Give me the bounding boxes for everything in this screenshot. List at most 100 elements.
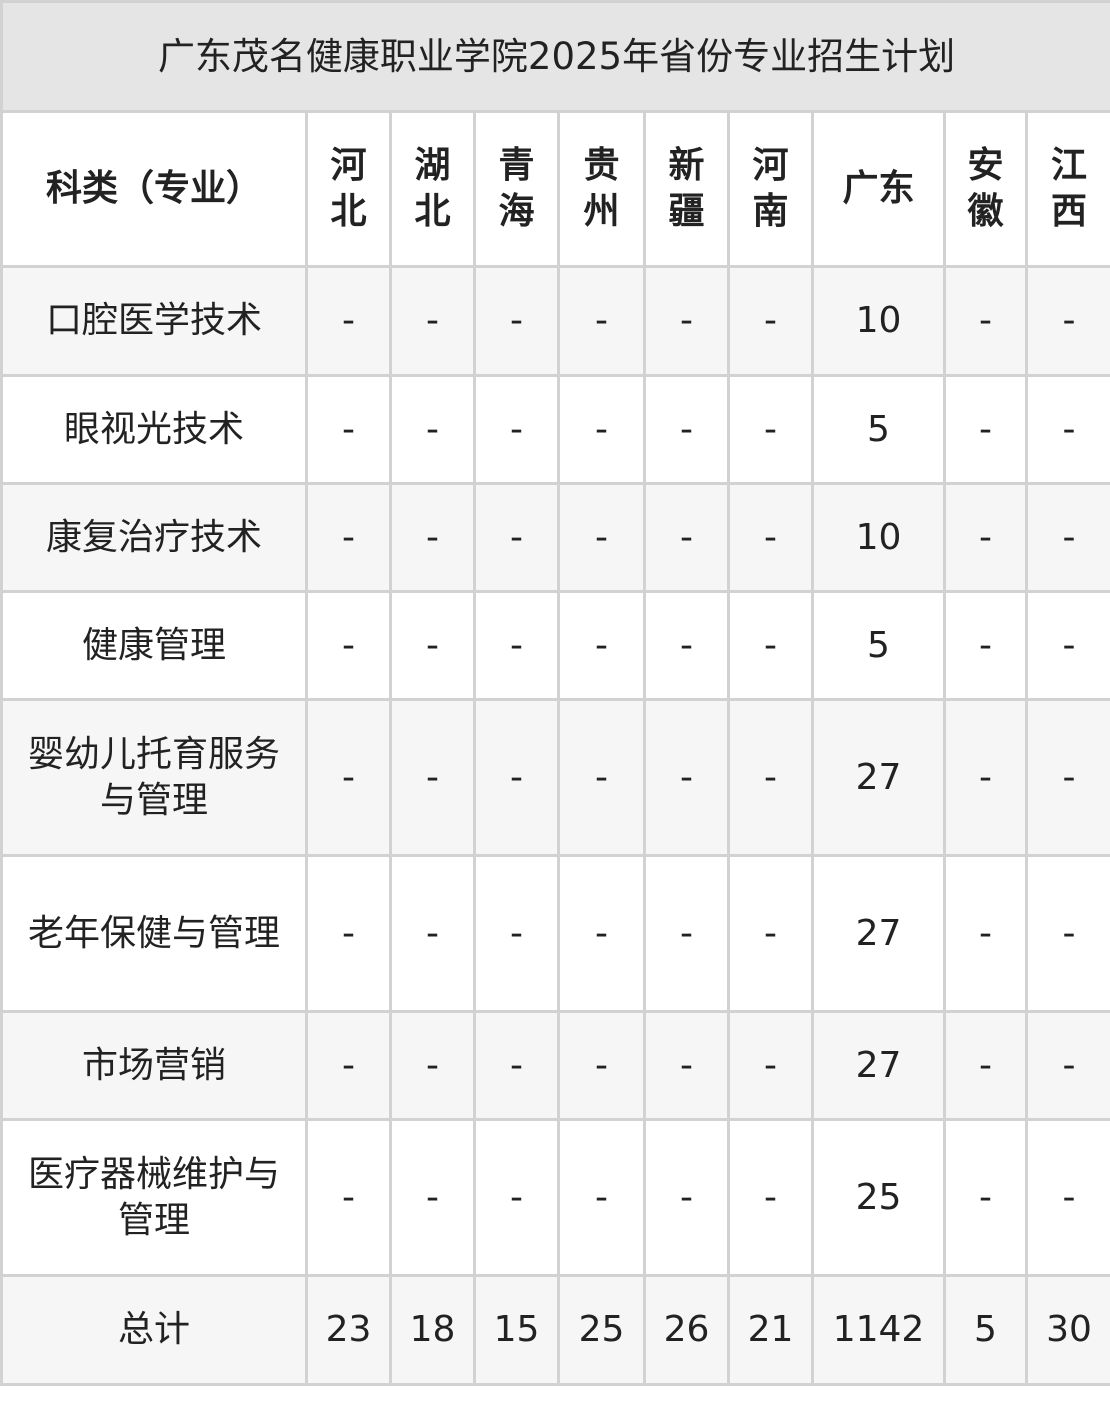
- plan-value: -: [943, 590, 1028, 701]
- plan-value: -: [473, 590, 560, 701]
- table-title: 广东茂名健康职业学院2025年省份专业招生计划: [0, 0, 1110, 113]
- total-row: 总计 23 18 15 25 26 21 1142 5 30: [0, 1274, 1110, 1386]
- major-name: 老年保健与管理: [0, 854, 308, 1013]
- plan-value: 25: [557, 1274, 646, 1386]
- plan-value: -: [305, 1010, 392, 1121]
- header-province: 河北: [305, 110, 392, 268]
- major-name: 市场营销: [0, 1010, 308, 1121]
- plan-value: -: [557, 854, 646, 1013]
- plan-value: -: [389, 698, 476, 857]
- table-row: 老年保健与管理 - - - - - -27- -: [0, 854, 1110, 1013]
- major-name: 总计: [0, 1274, 308, 1386]
- plan-value: -: [943, 854, 1028, 1013]
- plan-value: 27: [811, 854, 946, 1013]
- plan-value: -: [727, 265, 814, 377]
- plan-value: -: [643, 374, 730, 485]
- plan-value: 27: [811, 1010, 946, 1121]
- plan-value: -: [727, 374, 814, 485]
- plan-value: 21: [727, 1274, 814, 1386]
- plan-value: -: [389, 854, 476, 1013]
- table-row: 市场营销 - - - - - -27- -: [0, 1010, 1110, 1121]
- plan-value: 10: [811, 482, 946, 593]
- plan-value: -: [389, 590, 476, 701]
- header-category: 科类（专业）: [0, 110, 308, 268]
- plan-value: -: [643, 854, 730, 1013]
- plan-value: -: [943, 374, 1028, 485]
- plan-value: -: [557, 1010, 646, 1121]
- header-province: 广东: [811, 110, 946, 268]
- plan-value: 5: [811, 590, 946, 701]
- header-province: 青海: [473, 110, 560, 268]
- plan-value: -: [473, 854, 560, 1013]
- plan-value: -: [305, 374, 392, 485]
- plan-value: -: [305, 1118, 392, 1277]
- plan-value: 1142: [811, 1274, 946, 1386]
- plan-value: 15: [473, 1274, 560, 1386]
- plan-value: 10: [811, 265, 946, 377]
- header-province: 河南: [727, 110, 814, 268]
- plan-value: -: [557, 374, 646, 485]
- plan-value: -: [943, 1118, 1028, 1277]
- plan-value: 18: [389, 1274, 476, 1386]
- enrollment-plan-table: 广东茂名健康职业学院2025年省份专业招生计划 科类（专业） 河北 湖北 青海 贵州新…: [0, 0, 1110, 1386]
- plan-value: -: [727, 1010, 814, 1121]
- plan-value: -: [473, 698, 560, 857]
- plan-value: -: [727, 482, 814, 593]
- header-province: 湖北: [389, 110, 476, 268]
- plan-value: -: [557, 1118, 646, 1277]
- major-name: 婴幼儿托育服务与管理: [0, 698, 308, 857]
- major-name: 眼视光技术: [0, 374, 308, 485]
- major-name: 口腔医学技术: [0, 265, 308, 377]
- plan-value: -: [943, 265, 1028, 377]
- header-province: 江西: [1024, 110, 1110, 268]
- plan-value: -: [643, 1010, 730, 1121]
- plan-value: -: [557, 265, 646, 377]
- plan-value: 5: [943, 1274, 1028, 1386]
- header-province: 安徽: [943, 110, 1028, 268]
- major-name: 康复治疗技术: [0, 482, 308, 593]
- plan-value: -: [943, 1010, 1028, 1121]
- plan-value: -: [305, 590, 392, 701]
- plan-value: -: [305, 698, 392, 857]
- plan-value: -: [1024, 1118, 1110, 1277]
- plan-value: -: [389, 1010, 476, 1121]
- plan-value: -: [727, 698, 814, 857]
- plan-value: -: [557, 698, 646, 857]
- plan-value: -: [473, 482, 560, 593]
- plan-value: 27: [811, 698, 946, 857]
- plan-value: -: [943, 698, 1028, 857]
- header-province: 新疆: [643, 110, 730, 268]
- plan-value: -: [727, 1118, 814, 1277]
- plan-value: -: [643, 482, 730, 593]
- table-row: 婴幼儿托育服务与管理 - - - - - -27- -: [0, 698, 1110, 857]
- plan-value: -: [727, 854, 814, 1013]
- plan-value: -: [557, 590, 646, 701]
- plan-value: 23: [305, 1274, 392, 1386]
- table-row: 医疗器械维护与管理 - - - - - -25- -: [0, 1118, 1110, 1277]
- plan-value: -: [727, 590, 814, 701]
- plan-value: -: [1024, 482, 1110, 593]
- plan-value: -: [643, 265, 730, 377]
- plan-value: -: [389, 265, 476, 377]
- plan-value: -: [1024, 698, 1110, 857]
- plan-value: -: [643, 590, 730, 701]
- header-province: 贵州: [557, 110, 646, 268]
- plan-value: -: [1024, 590, 1110, 701]
- plan-value: -: [305, 482, 392, 593]
- plan-value: -: [1024, 1010, 1110, 1121]
- plan-value: -: [389, 1118, 476, 1277]
- plan-value: -: [305, 854, 392, 1013]
- plan-value: -: [643, 1118, 730, 1277]
- plan-value: -: [389, 482, 476, 593]
- table-row: 健康管理 - - - - - -5- -: [0, 590, 1110, 701]
- plan-value: -: [473, 374, 560, 485]
- plan-value: -: [473, 1010, 560, 1121]
- plan-value: -: [473, 1118, 560, 1277]
- plan-value: -: [473, 265, 560, 377]
- plan-value: -: [943, 482, 1028, 593]
- plan-value: -: [305, 265, 392, 377]
- plan-value: -: [1024, 854, 1110, 1013]
- plan-value: 30: [1024, 1274, 1110, 1386]
- plan-value: -: [1024, 374, 1110, 485]
- plan-value: -: [643, 698, 730, 857]
